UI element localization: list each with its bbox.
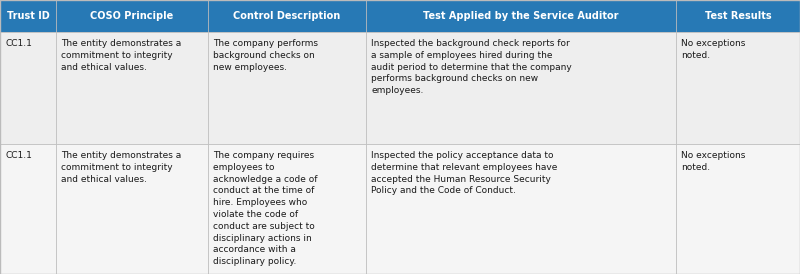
Bar: [366, 144, 676, 274]
Bar: [56, 0, 208, 32]
Bar: [366, 0, 676, 32]
Text: Test Applied by the Service Auditor: Test Applied by the Service Auditor: [423, 11, 618, 21]
Bar: [0, 0, 56, 32]
Text: CC1.1: CC1.1: [5, 39, 32, 48]
Bar: [56, 32, 208, 144]
Text: COSO Principle: COSO Principle: [90, 11, 174, 21]
Text: Test Results: Test Results: [705, 11, 771, 21]
Bar: [56, 144, 208, 274]
Text: No exceptions
noted.: No exceptions noted.: [681, 151, 746, 172]
Text: The entity demonstrates a
commitment to integrity
and ethical values.: The entity demonstrates a commitment to …: [61, 39, 182, 72]
Bar: [676, 0, 800, 32]
Text: The company performs
background checks on
new employees.: The company performs background checks o…: [213, 39, 318, 72]
Text: Trust ID: Trust ID: [6, 11, 50, 21]
Text: Inspected the policy acceptance data to
determine that relevant employees have
a: Inspected the policy acceptance data to …: [371, 151, 558, 195]
Text: The entity demonstrates a
commitment to integrity
and ethical values.: The entity demonstrates a commitment to …: [61, 151, 182, 184]
Text: Inspected the background check reports for
a sample of employees hired during th: Inspected the background check reports f…: [371, 39, 572, 95]
Bar: [208, 0, 366, 32]
Text: Control Description: Control Description: [234, 11, 341, 21]
Text: The company requires
employees to
acknowledge a code of
conduct at the time of
h: The company requires employees to acknow…: [213, 151, 318, 266]
Bar: [676, 32, 800, 144]
Bar: [208, 32, 366, 144]
Bar: [208, 144, 366, 274]
Bar: [676, 144, 800, 274]
Text: CC1.1: CC1.1: [5, 151, 32, 160]
Bar: [366, 32, 676, 144]
Bar: [0, 32, 56, 144]
Text: No exceptions
noted.: No exceptions noted.: [681, 39, 746, 60]
Bar: [0, 144, 56, 274]
